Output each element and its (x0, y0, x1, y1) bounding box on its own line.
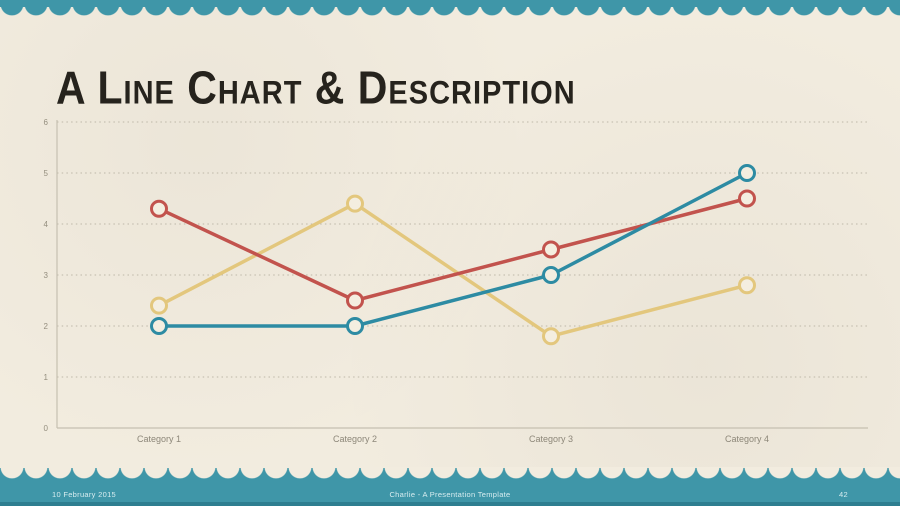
y-tick-label: 6 (44, 118, 49, 127)
x-category-label: Category 2 (333, 434, 377, 444)
footer-row: 10 February 2015 Charlie - A Presentatio… (0, 490, 900, 499)
data-point-teal-series (738, 164, 756, 182)
top-scallop-border (0, 0, 900, 18)
footer-page-number: 42 (839, 490, 848, 499)
data-point-teal-series (346, 317, 364, 335)
x-category-label: Category 4 (725, 434, 769, 444)
data-point-yellow-series (542, 327, 560, 346)
data-point-yellow-series (346, 194, 364, 213)
y-tick-label: 0 (44, 424, 49, 433)
footer-band: 10 February 2015 Charlie - A Presentatio… (0, 467, 900, 506)
data-point-teal-series (542, 266, 560, 284)
x-category-label: Category 1 (137, 434, 181, 444)
data-point-yellow-series (150, 296, 168, 315)
y-tick-label: 4 (44, 220, 49, 229)
data-point-teal-series (150, 317, 168, 335)
footer-date: 10 February 2015 (52, 490, 117, 499)
x-category-label: Category 3 (529, 434, 573, 444)
data-point-red-series (150, 199, 168, 218)
y-tick-label: 5 (44, 169, 49, 178)
slide-title: A Line Chart & Description (56, 62, 576, 114)
y-tick-label: 2 (44, 322, 49, 331)
y-tick-label: 3 (44, 271, 49, 280)
data-point-yellow-series (738, 276, 756, 295)
footer-bottom-edge (0, 502, 900, 506)
data-point-red-series (542, 240, 560, 259)
bottom-scallop-border (0, 467, 900, 481)
footer-title: Charlie - A Presentation Template (389, 490, 511, 499)
series-line-red-series (157, 196, 749, 303)
data-point-red-series (738, 189, 756, 208)
line-chart: 0 1 2 3 4 5 6 Category 1 Category 2 Category 3 Cat… (44, 118, 868, 444)
series-line-yellow-series (157, 201, 749, 338)
y-tick-label: 1 (44, 373, 49, 382)
data-point-red-series (346, 291, 364, 310)
series-line-teal-series (157, 171, 749, 328)
